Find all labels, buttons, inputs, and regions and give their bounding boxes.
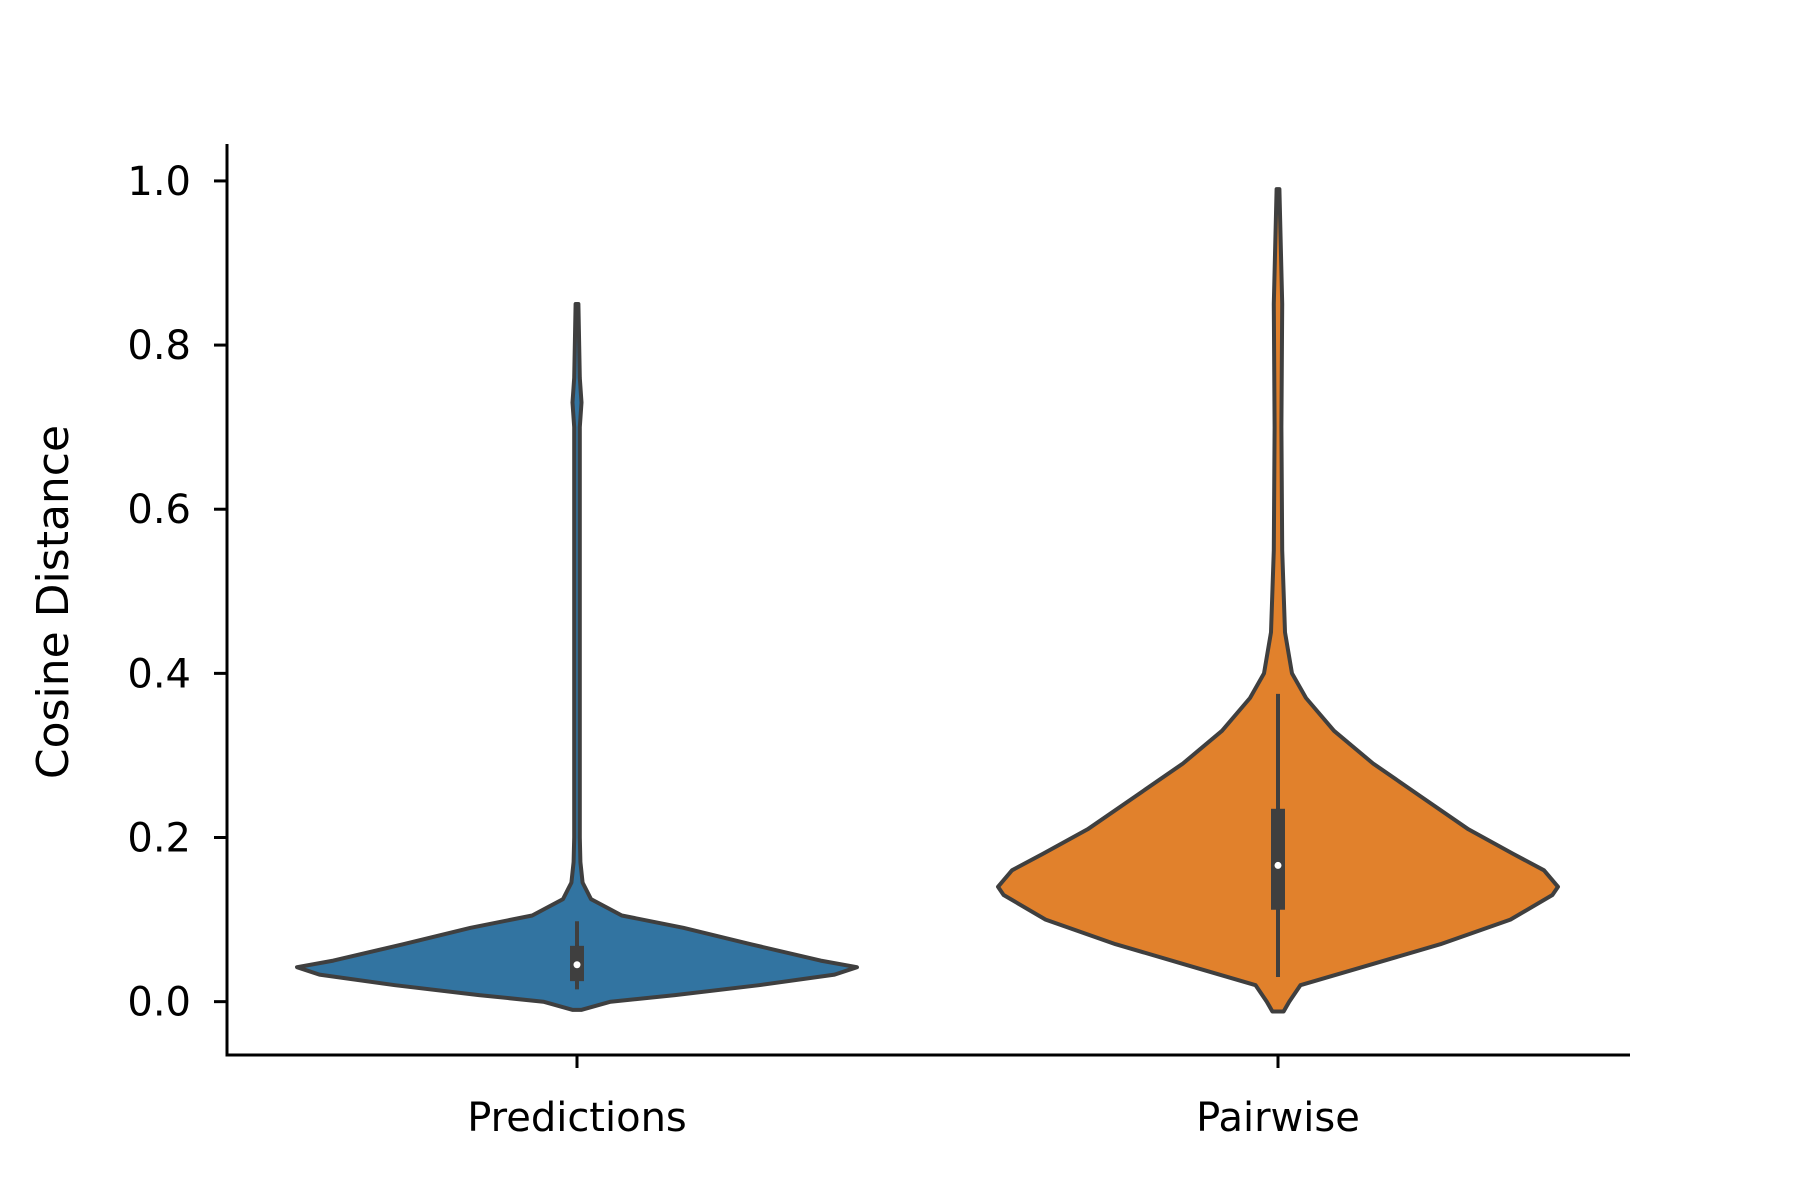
y-tick-label: 0.8 [127, 323, 191, 369]
y-tick-label: 0.4 [127, 651, 191, 697]
x-tick-label-predictions: Predictions [467, 1095, 687, 1141]
iqr-box-pairwise [1271, 808, 1285, 910]
median-dot-pairwise [1274, 861, 1282, 869]
y-ticks-group: 0.0 0.2 0.4 0.6 0.8 1.0 [127, 159, 227, 1026]
axes-group [225, 144, 1630, 1057]
y-tick-label: 1.0 [127, 159, 191, 205]
y-tick-label: 0.2 [127, 816, 191, 862]
y-tick-label: 0.6 [127, 487, 191, 533]
y-tick-label: 0.0 [127, 980, 191, 1026]
violins-group [295, 187, 1560, 1014]
y-axis-label: Cosine Distance [28, 425, 79, 779]
violin-predictions [295, 302, 859, 1012]
inner-boxes-group [570, 693, 1285, 990]
median-dot-predictions [573, 961, 581, 969]
violin-pairwise [996, 187, 1560, 1014]
x-tick-label-pairwise: Pairwise [1196, 1095, 1360, 1141]
x-ticks-group: Predictions Pairwise [467, 1055, 1360, 1141]
